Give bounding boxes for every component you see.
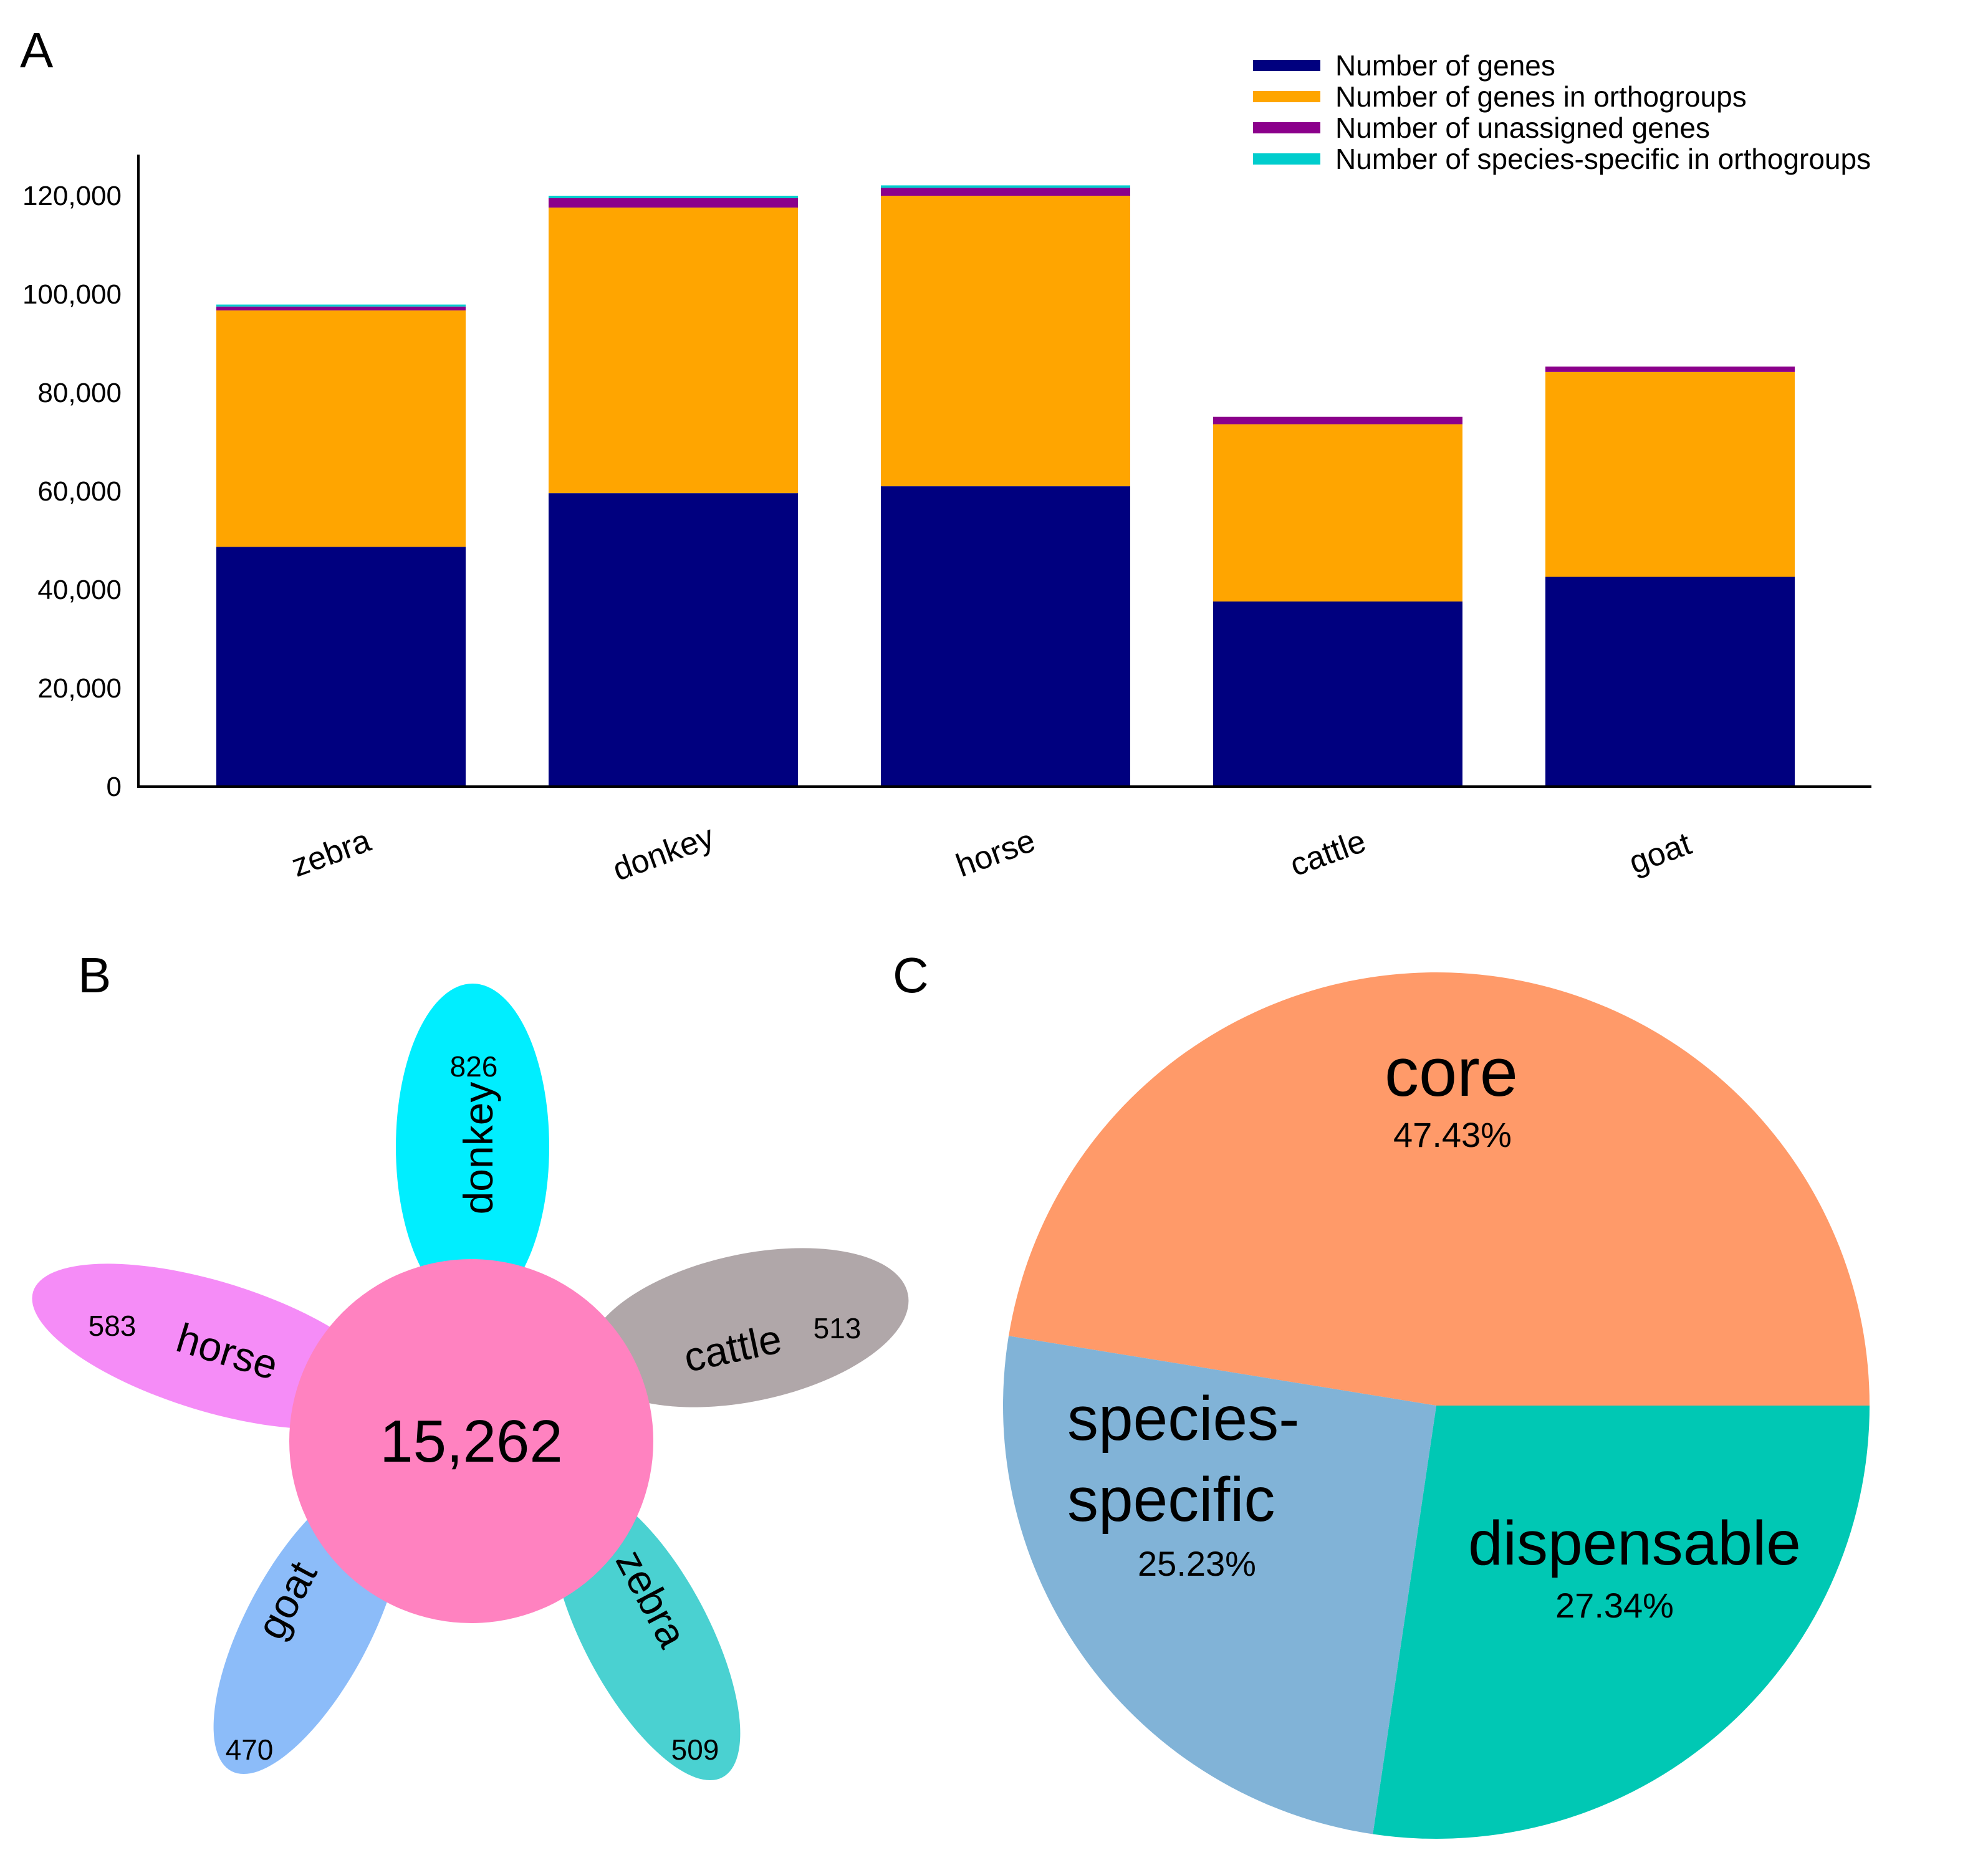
petal-count-donkey: 826 xyxy=(450,1050,498,1083)
bar-cattle-series-0 xyxy=(1213,601,1462,787)
petal-count-horse: 583 xyxy=(89,1310,137,1342)
legend-label: Number of genes xyxy=(1335,49,1555,82)
x-category-label: cattle xyxy=(1285,823,1371,884)
petal-count-zebra: 509 xyxy=(671,1733,719,1766)
core-count: 15,262 xyxy=(380,1408,563,1475)
bar-donkey-series-0 xyxy=(549,493,798,787)
bar-goat-series-2 xyxy=(1545,367,1795,372)
petal-count-goat: 470 xyxy=(226,1733,274,1766)
bar-donkey-series-3 xyxy=(549,196,798,198)
panel-label-b: B xyxy=(78,947,111,1003)
pie-slice-2 xyxy=(1002,1336,1436,1834)
y-tick-label: 120,000 xyxy=(22,181,122,211)
panel-label-c: C xyxy=(893,947,929,1003)
x-category-label: zebra xyxy=(287,823,375,884)
pie-label-species-line2: specific xyxy=(1067,1465,1275,1535)
pie-pct-dispensable: 27.34% xyxy=(1555,1586,1674,1625)
pie-slice-1 xyxy=(1373,1406,1870,1839)
bar-goat-series-1 xyxy=(1545,371,1795,577)
y-tick-label: 100,000 xyxy=(22,279,122,310)
y-tick-label: 0 xyxy=(107,772,122,802)
petal-count-cattle: 513 xyxy=(814,1312,862,1344)
bar-donkey-series-2 xyxy=(549,198,798,208)
core-circle xyxy=(289,1259,653,1623)
y-tick-label: 60,000 xyxy=(37,476,122,507)
pie-pct-species: 25.23% xyxy=(1138,1544,1256,1583)
bar-horse-series-0 xyxy=(881,486,1130,787)
petal-cattle xyxy=(587,1248,909,1407)
bar-zebra-series-2 xyxy=(216,306,466,311)
petal-label-donkey: donkey xyxy=(455,1082,501,1215)
legend-swatch xyxy=(1253,153,1320,165)
legend-label: Number of unassigned genes xyxy=(1335,112,1710,144)
bar-goat-series-0 xyxy=(1545,577,1795,787)
x-category-label: donkey xyxy=(608,818,718,888)
y-tick-label: 20,000 xyxy=(37,673,122,704)
x-category-label: goat xyxy=(1625,825,1696,881)
petal-donkey xyxy=(396,984,549,1310)
bar-horse-series-3 xyxy=(881,185,1130,188)
x-category-label: horse xyxy=(951,823,1040,884)
pie-label-species-line1: species- xyxy=(1067,1384,1299,1454)
bar-horse-series-1 xyxy=(881,196,1130,487)
bar-zebra-series-3 xyxy=(216,304,466,307)
bar-cattle-series-2 xyxy=(1213,416,1462,424)
pie-label-core: core xyxy=(1385,1034,1518,1111)
bar-horse-series-2 xyxy=(881,188,1130,196)
y-axis-ticks: 0 20,000 40,000 60,000 80,000 100,000 120,000 xyxy=(22,181,122,802)
y-tick-label: 80,000 xyxy=(37,378,122,408)
pie-chart: core 47.43% dispensable 27.34% species-speci… xyxy=(1002,972,1870,1839)
legend-label: Number of species-specific in orthogroup… xyxy=(1335,143,1871,175)
bar-marks xyxy=(216,185,1795,787)
pie-label-dispensable: dispensable xyxy=(1468,1508,1801,1578)
legend-swatch xyxy=(1253,91,1320,102)
legend-swatch xyxy=(1253,60,1320,71)
bar-zebra-series-1 xyxy=(216,310,466,547)
panel-label-a: A xyxy=(20,22,54,78)
x-axis-categories: zebra donkey horse cattle goat xyxy=(287,818,1696,888)
bar-zebra-series-0 xyxy=(216,547,466,787)
bar-donkey-series-1 xyxy=(549,207,798,494)
pie-pct-core: 47.43% xyxy=(1393,1115,1512,1154)
legend-swatch xyxy=(1253,122,1320,133)
y-tick-label: 40,000 xyxy=(37,575,122,605)
pie-slice-0 xyxy=(1009,972,1870,1406)
bar-cattle-series-1 xyxy=(1213,424,1462,601)
legend-label: Number of genes in orthogroups xyxy=(1335,80,1747,113)
